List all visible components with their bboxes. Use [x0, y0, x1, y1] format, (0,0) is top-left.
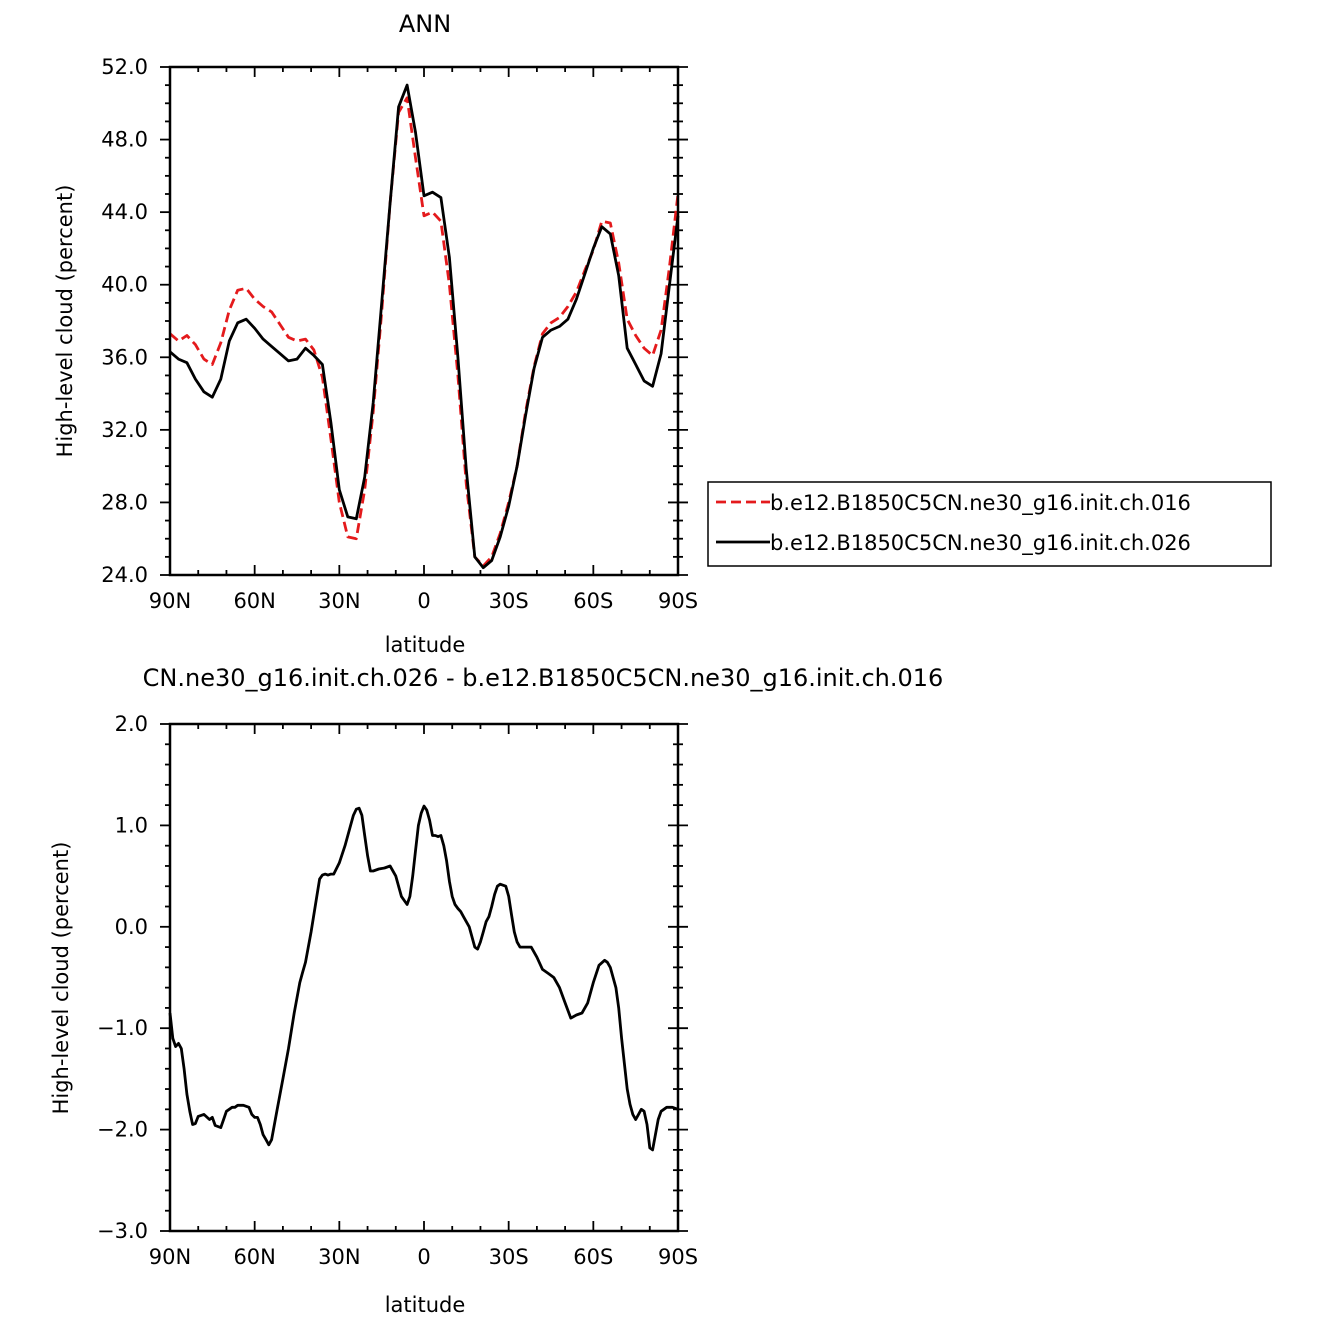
- legend: b.e12.B1850C5CN.ne30_g16.init.ch.016 b.e…: [707, 481, 1272, 567]
- y-tick-label: −1.0: [97, 1016, 148, 1040]
- y-tick-label: 2.0: [115, 712, 148, 736]
- x-tick-label: 60N: [233, 589, 275, 613]
- x-tick-label: 90N: [149, 589, 191, 613]
- bottom-chart: CN.ne30_g16.init.ch.026 - b.e12.B1850C5C…: [49, 664, 943, 1317]
- legend-label-016: b.e12.B1850C5CN.ne30_g16.init.ch.016: [770, 491, 1191, 516]
- bottom-chart-ticks: 90N 60N 30N 0 30S 60S 90S −3.0 −2.0 −1.0 0.0 1.0 2.0: [97, 712, 698, 1269]
- x-tick-label: 30S: [489, 589, 529, 613]
- x-tick-label: 0: [417, 1245, 430, 1269]
- x-tick-label: 30N: [318, 589, 360, 613]
- top-chart-lines: [169, 83, 680, 570]
- bottom-chart-frame: [168, 722, 680, 1233]
- x-tick-label: 0: [417, 589, 430, 613]
- legend-label-026: b.e12.B1850C5CN.ne30_g16.init.ch.026: [770, 531, 1191, 556]
- y-tick-label: 24.0: [101, 563, 148, 587]
- bottom-chart-lines: [168, 804, 679, 1152]
- y-tick-label: 1.0: [115, 813, 148, 837]
- bottom-chart-title: CN.ne30_g16.init.ch.026 - b.e12.B1850C5C…: [143, 664, 944, 692]
- top-chart-ylabel: High-level cloud (percent): [53, 185, 77, 458]
- y-tick-label: 44.0: [101, 200, 148, 224]
- y-tick-label: 48.0: [101, 128, 148, 152]
- x-tick-label: 60S: [573, 589, 613, 613]
- x-tick-label: 90N: [149, 1245, 191, 1269]
- x-tick-label: 90S: [658, 589, 698, 613]
- bottom-chart-xlabel: latitude: [385, 1293, 466, 1317]
- top-chart-xlabel: latitude: [385, 633, 466, 657]
- y-tick-label: 40.0: [101, 273, 148, 297]
- y-tick-label: −3.0: [97, 1219, 148, 1243]
- x-tick-label: 30N: [318, 1245, 360, 1269]
- top-chart: ANN latitude High-level cloud (percent) …: [53, 10, 698, 657]
- x-tick-label: 60N: [233, 1245, 275, 1269]
- x-tick-label: 90S: [658, 1245, 698, 1269]
- x-tick-label: 60S: [573, 1245, 613, 1269]
- bottom-chart-ylabel: High-level cloud (percent): [49, 842, 73, 1115]
- top-series-line-1: [169, 83, 680, 570]
- y-tick-label: −2.0: [97, 1118, 148, 1142]
- y-tick-label: 32.0: [101, 418, 148, 442]
- top-chart-frame: [168, 65, 680, 577]
- y-tick-label: 28.0: [101, 490, 148, 514]
- legend-box: [707, 481, 1272, 567]
- x-tick-label: 30S: [489, 1245, 529, 1269]
- top-chart-ticks: 90N 60N 30N 0 30S 60S 90S 24.0 28.0 32.0 36.0 40.0 4…: [101, 55, 698, 613]
- y-tick-label: 0.0: [115, 915, 148, 939]
- bottom-series-line-0: [168, 804, 679, 1152]
- y-tick-label: 52.0: [101, 55, 148, 79]
- top-series-line-0: [169, 96, 680, 568]
- top-chart-title: ANN: [399, 10, 451, 38]
- y-tick-label: 36.0: [101, 345, 148, 369]
